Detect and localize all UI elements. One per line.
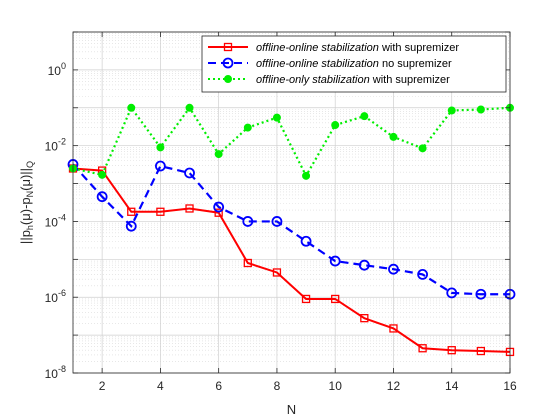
data-point bbox=[127, 103, 136, 112]
legend-label: offline-only stabilization with supremiz… bbox=[256, 74, 450, 86]
x-tick-label: 10 bbox=[329, 379, 343, 393]
data-point bbox=[447, 106, 456, 115]
data-point bbox=[185, 204, 194, 213]
data-point bbox=[154, 160, 166, 172]
x-tick-label: 12 bbox=[387, 379, 401, 393]
legend-label: offline-online stabilization with suprem… bbox=[256, 42, 459, 54]
data-point bbox=[156, 143, 165, 152]
data-point bbox=[125, 220, 137, 232]
data-point bbox=[417, 269, 429, 280]
legend-label: offline-online stabilization no supremiz… bbox=[256, 58, 452, 70]
series-3 bbox=[69, 103, 514, 180]
data-point bbox=[418, 344, 427, 353]
x-tick-label: 4 bbox=[157, 379, 164, 393]
data-point bbox=[476, 105, 485, 114]
y-label-part-3: (μ)|| bbox=[18, 168, 33, 191]
series-line bbox=[72, 163, 510, 296]
data-point bbox=[156, 207, 165, 216]
data-point bbox=[358, 259, 370, 271]
y-tick-label: 10-8 bbox=[45, 364, 66, 381]
x-tick-label: 2 bbox=[99, 379, 106, 393]
y-label-sub-n: N bbox=[25, 191, 35, 198]
data-point bbox=[475, 288, 487, 300]
data-point bbox=[302, 171, 311, 180]
ticks: 2 4 6 8 10 12 14 16 10-8 10-6 10-4 10-2 100 bbox=[45, 31, 517, 393]
x-tick-label: 8 bbox=[274, 379, 281, 393]
series-layer bbox=[67, 103, 516, 357]
y-tick-label: 100 bbox=[48, 61, 66, 78]
y-tick-label: 10-2 bbox=[45, 137, 66, 154]
data-point bbox=[388, 263, 399, 275]
data-point bbox=[98, 170, 107, 179]
series-line bbox=[72, 105, 511, 179]
data-point bbox=[242, 216, 254, 227]
data-point bbox=[184, 167, 195, 179]
y-tick-label: 10-6 bbox=[45, 288, 66, 305]
legend-box bbox=[201, 35, 507, 93]
x-tick-label: 16 bbox=[503, 379, 517, 393]
data-point bbox=[329, 255, 341, 267]
data-point bbox=[389, 132, 398, 141]
y-label-sub-q: Q bbox=[25, 161, 35, 168]
data-point bbox=[185, 103, 194, 112]
data-point bbox=[331, 121, 340, 130]
data-point bbox=[272, 268, 282, 277]
grid bbox=[73, 31, 511, 374]
data-point bbox=[418, 144, 427, 153]
y-label-sub-h: h bbox=[25, 225, 35, 230]
data-point bbox=[96, 191, 108, 203]
x-axis-label: N bbox=[287, 402, 296, 417]
legend-entry-1: offline-online stabilization with suprem… bbox=[208, 42, 459, 54]
data-point bbox=[272, 113, 281, 122]
data-point bbox=[243, 123, 252, 132]
data-point bbox=[223, 42, 233, 52]
data-point bbox=[447, 346, 456, 355]
data-point bbox=[224, 75, 232, 83]
data-point bbox=[127, 207, 136, 216]
series-2 bbox=[67, 159, 516, 300]
plot-border bbox=[72, 31, 511, 374]
data-point bbox=[301, 294, 311, 304]
data-point bbox=[213, 201, 225, 213]
data-point bbox=[476, 346, 486, 356]
x-tick-label: 14 bbox=[445, 379, 459, 393]
data-point bbox=[389, 324, 398, 333]
data-point bbox=[271, 216, 283, 227]
data-point bbox=[360, 112, 369, 121]
x-tick-label: 6 bbox=[215, 379, 222, 393]
data-point bbox=[446, 287, 458, 299]
y-axis-label: ||ph(μ)-pN(μ)||Q bbox=[18, 161, 35, 244]
legend: offline-online stabilization with suprem… bbox=[201, 35, 507, 93]
y-tick-label: 10-4 bbox=[45, 212, 66, 229]
data-point bbox=[222, 57, 234, 69]
legend-entry-2: offline-online stabilization no supremiz… bbox=[208, 57, 452, 70]
y-label-part-1: ||p bbox=[18, 230, 33, 244]
y-label-part-2: (μ)-p bbox=[18, 197, 33, 225]
data-point bbox=[243, 258, 252, 268]
series-line bbox=[72, 167, 511, 353]
data-point bbox=[214, 150, 223, 159]
data-point bbox=[214, 208, 223, 217]
data-point bbox=[360, 314, 369, 323]
data-point bbox=[331, 294, 340, 304]
legend-entry-3: offline-only stabilization with supremiz… bbox=[208, 74, 450, 86]
data-point bbox=[300, 235, 312, 247]
